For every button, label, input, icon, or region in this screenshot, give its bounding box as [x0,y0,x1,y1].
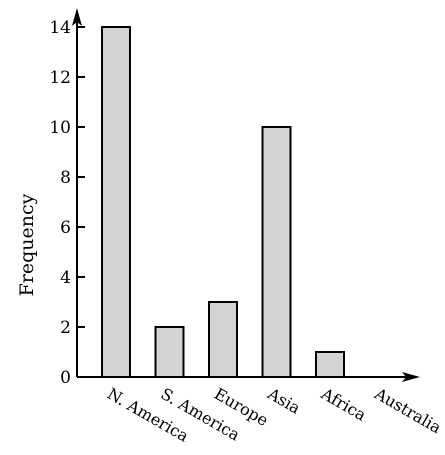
x-axis-arrowhead [402,372,420,382]
bar-s-america [154,326,185,378]
y-tick-label: 12 [49,68,71,88]
bar-asia [261,126,292,378]
y-axis-title: Frequency [16,193,38,296]
bar-europe [208,301,238,378]
y-tick-label: 8 [60,168,71,188]
bars-group [101,26,345,378]
bar-n-america [101,26,131,378]
y-tick-label: 2 [60,318,71,338]
y-tick-label: 14 [49,18,71,38]
y-tick-label: 4 [60,268,71,288]
y-tick-label: 6 [60,218,71,238]
axes-group [72,8,420,382]
x-category-label: Australia [371,384,445,438]
y-tick-label: 10 [49,118,71,138]
y-axis-arrowhead [72,8,82,26]
bar-africa [315,351,345,378]
y-ticks-group: 0 2 4 6 8 10 12 14 [49,18,85,388]
x-category-label: Africa [317,384,370,425]
y-tick-label: 0 [60,368,71,388]
